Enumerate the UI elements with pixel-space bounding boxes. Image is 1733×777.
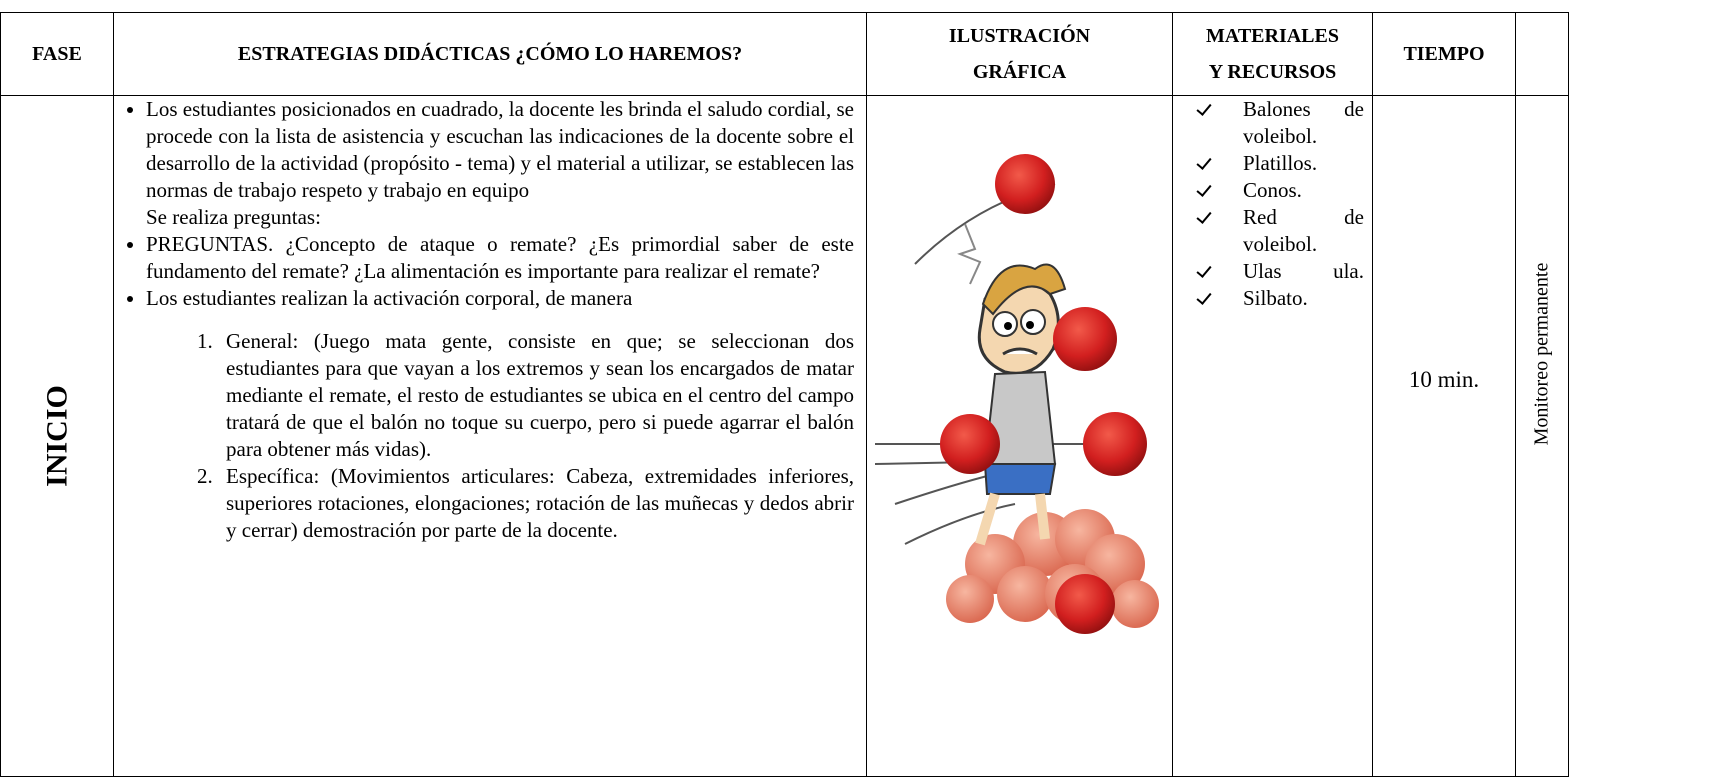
material-item: Platillos. xyxy=(1173,150,1364,177)
header-row: FASE ESTRATEGIAS DIDÁCTICAS ¿CÓMO LO HAR… xyxy=(0,12,1569,96)
header-line: Y RECURSOS xyxy=(1208,61,1337,83)
strategy-item: Los estudiantes realizan la activación c… xyxy=(146,285,854,544)
material-item: Ulas ula. xyxy=(1173,258,1364,285)
strategy-text: PREGUNTAS. ¿Concepto de ataque o remate?… xyxy=(146,232,854,283)
material-item: Red de voleibol. xyxy=(1173,204,1364,258)
tiempo-label: 10 min. xyxy=(1408,367,1480,392)
evaluacion-cell: Monitoreo permanente xyxy=(1515,95,1569,777)
material-item: Balones de voleibol. xyxy=(1173,96,1364,150)
material-item: Silbato. xyxy=(1173,285,1364,312)
estrategias-list: Los estudiantes posicionados en cuadrado… xyxy=(114,96,866,544)
header-cell: ILUSTRACIÓN GRÁFICA xyxy=(866,12,1173,96)
header-cell: FASE xyxy=(0,12,114,96)
ilustracion-cell xyxy=(866,95,1173,777)
strategy-step: Específica: (Movimientos articulares: Ca… xyxy=(218,463,854,544)
illustration xyxy=(875,154,1159,634)
header-cell xyxy=(1515,12,1569,96)
strategy-item: Los estudiantes posicionados en cuadrado… xyxy=(146,96,854,231)
material-item: Conos. xyxy=(1173,177,1364,204)
strategy-text: Los estudiantes realizan la activación c… xyxy=(146,286,633,310)
strategy-text: Los estudiantes posicionados en cuadrado… xyxy=(146,97,854,202)
header-cell: TIEMPO xyxy=(1372,12,1516,96)
materiales-list: Balones de voleibol. Platillos. Conos. Red … xyxy=(1173,96,1372,312)
fase-label: INICIO xyxy=(40,385,74,487)
fase-cell: INICIO xyxy=(0,95,114,777)
header-cell: MATERIALES Y RECURSOS xyxy=(1172,12,1373,96)
estrategias-cell: Los estudiantes posicionados en cuadrado… xyxy=(113,95,867,777)
materiales-cell: Balones de voleibol. Platillos. Conos. Red … xyxy=(1172,95,1373,777)
header-line: GRÁFICA xyxy=(972,61,1067,83)
body-row: INICIO Los estudiantes posicionados en c… xyxy=(0,95,1569,777)
strategy-note: Se realiza preguntas: xyxy=(146,205,321,229)
character xyxy=(957,223,1067,546)
tiempo-cell: 10 min. xyxy=(1372,95,1516,777)
header-line: ILUSTRACIÓN xyxy=(948,25,1091,47)
header-cell: ESTRATEGIAS DIDÁCTICAS ¿CÓMO LO HAREMOS? xyxy=(113,12,867,96)
plan-table: FASE ESTRATEGIAS DIDÁCTICAS ¿CÓMO LO HAR… xyxy=(0,12,1569,777)
strategy-step: General: (Juego mata gente, consiste en … xyxy=(218,328,854,463)
evaluacion-label: Monitoreo permanente xyxy=(1530,263,1553,446)
strategy-item: PREGUNTAS. ¿Concepto de ataque o remate?… xyxy=(146,231,854,285)
strategy-steps: General: (Juego mata gente, consiste en … xyxy=(146,328,854,544)
header-line: MATERIALES xyxy=(1206,25,1339,47)
